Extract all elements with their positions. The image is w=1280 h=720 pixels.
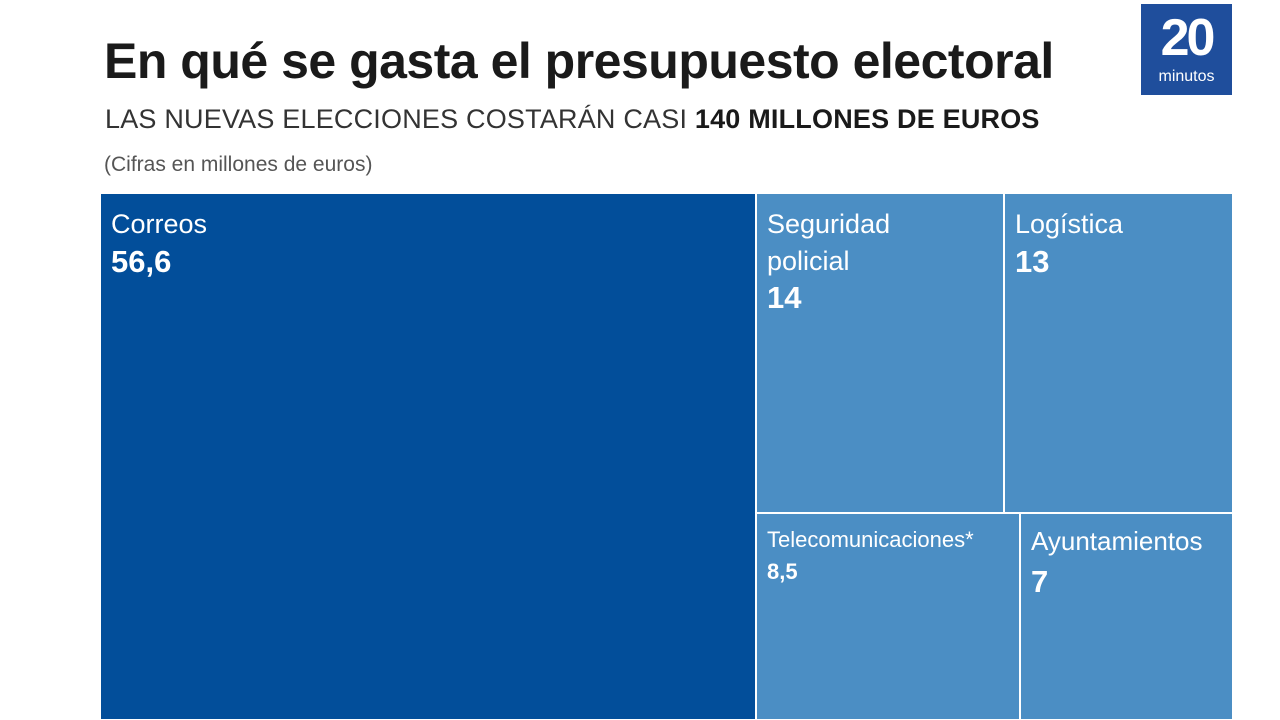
- treemap-tile-seguridad-policial: Seguridad policial 14: [756, 193, 1004, 513]
- treemap-tile-telecomunicaciones: Telecomunicaciones* 8,5: [756, 513, 1020, 720]
- tile-label: Seguridad policial: [767, 209, 891, 276]
- tile-label: Ayuntamientos: [1031, 526, 1203, 556]
- logo-word: minutos: [1158, 68, 1215, 85]
- brand-logo: 20 minutos: [1141, 4, 1232, 95]
- tile-value: 56,6: [111, 244, 172, 279]
- treemap-tile-ayuntamientos: Ayuntamientos 7: [1020, 513, 1233, 720]
- tile-value: 14: [767, 280, 802, 315]
- subtitle-prefix: LAS NUEVAS ELECCIONES COSTARÁN CASI: [105, 104, 695, 134]
- logo-number: 20: [1160, 9, 1216, 67]
- tile-value: 13: [1015, 244, 1050, 279]
- tile-value: 7: [1031, 564, 1049, 599]
- subtitle-highlight: 140 MILLONES DE EUROS: [694, 104, 1040, 134]
- treemap-chart: Correos 56,6 Seguridad policial 14 Logís…: [100, 193, 1233, 720]
- treemap-tile-correos: Correos 56,6: [100, 193, 756, 720]
- tile-label: Logística: [1015, 209, 1124, 239]
- tile-value: 8,5: [767, 559, 798, 584]
- units-note: (Cifras en millones de euros): [104, 153, 373, 176]
- chart-title: En qué se gasta el presupuesto electoral: [104, 33, 1054, 89]
- tile-label: Correos: [111, 209, 208, 239]
- tile-label: Telecomunicaciones*: [767, 527, 974, 552]
- treemap-tile-logistica: Logística 13: [1004, 193, 1233, 513]
- chart-subtitle: LAS NUEVAS ELECCIONES COSTARÁN CASI 140 …: [105, 104, 1040, 135]
